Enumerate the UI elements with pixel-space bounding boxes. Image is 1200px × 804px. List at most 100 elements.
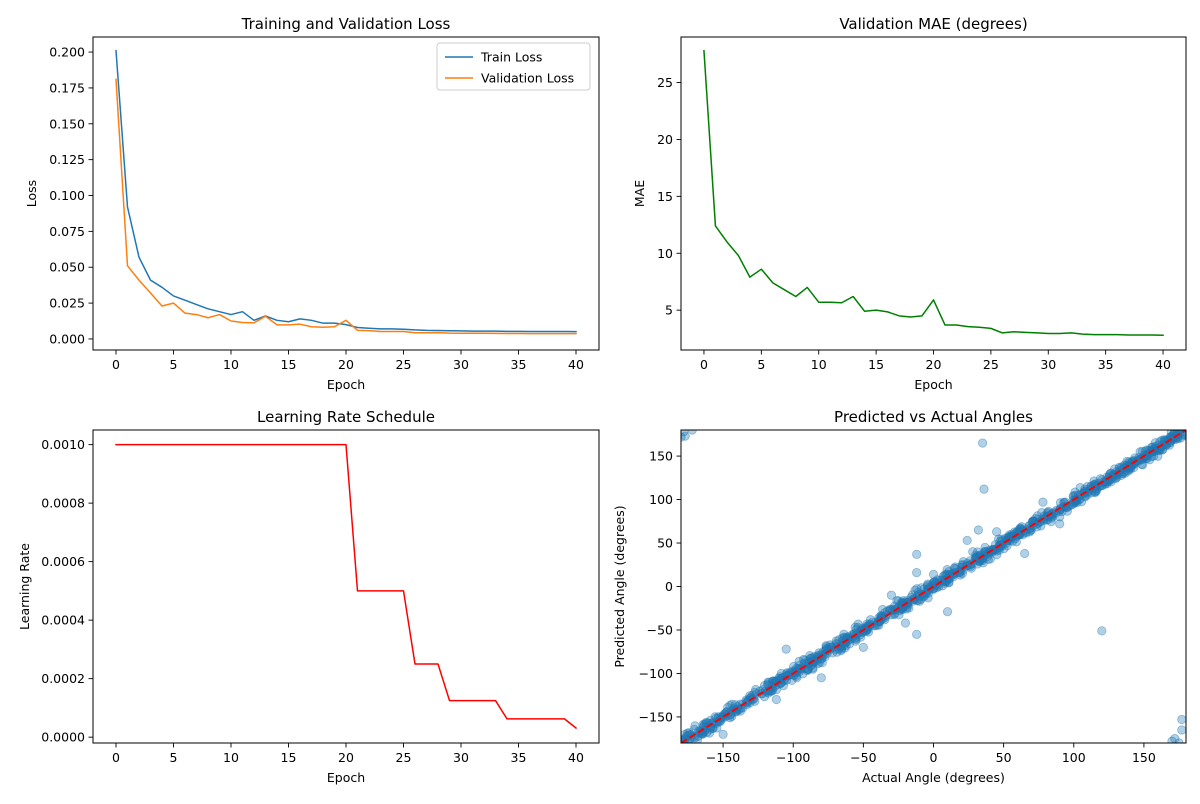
scatter-point bbox=[1135, 447, 1145, 457]
y-tick-label: 0.125 bbox=[49, 152, 85, 167]
scatter-point bbox=[794, 656, 804, 667]
scatter-point-outlier bbox=[1177, 714, 1186, 725]
scatter-point-outlier bbox=[1020, 548, 1030, 559]
y-tick-label: 0.025 bbox=[49, 296, 85, 311]
scatter-point bbox=[839, 629, 849, 639]
y-tick-label: 0.075 bbox=[49, 224, 85, 239]
scatter-point bbox=[727, 699, 737, 709]
scatter-point bbox=[1090, 487, 1101, 497]
chart-lr: 0 5 10 15 20 25 30 35 40 0.0000 0.0002 0.0004 0.0006… bbox=[17, 408, 600, 785]
scatter-point bbox=[1037, 508, 1047, 518]
scatter-point bbox=[776, 677, 786, 687]
scatter-point bbox=[1125, 464, 1135, 475]
scatter-point-outlier bbox=[900, 618, 911, 628]
scatter-point-outlier bbox=[781, 644, 791, 654]
scatter-point bbox=[821, 641, 831, 651]
y-tick-label: 15 bbox=[657, 189, 673, 204]
scatter-point bbox=[800, 655, 810, 665]
axes-frame bbox=[680, 36, 1187, 351]
scatter-point-outlier bbox=[992, 527, 1002, 537]
x-tick-label: 10 bbox=[223, 357, 239, 372]
scatter-point bbox=[712, 723, 722, 733]
scatter-point bbox=[1089, 476, 1099, 486]
scatter-point bbox=[805, 650, 815, 661]
legend: Train Loss Validation Loss bbox=[436, 42, 591, 91]
scatter-point bbox=[817, 658, 827, 668]
plot-area bbox=[703, 49, 1164, 336]
y-tick-label: −150 bbox=[639, 709, 673, 724]
scatter-point-outlier bbox=[1038, 497, 1048, 507]
scatter-point bbox=[851, 636, 861, 646]
scatter-point bbox=[690, 721, 700, 731]
scatter-point bbox=[808, 664, 818, 674]
scatter-point bbox=[1015, 523, 1025, 533]
plot-area bbox=[678, 430, 1186, 753]
x-tick-label: 15 bbox=[281, 357, 297, 372]
scatter-point-outlier bbox=[816, 673, 826, 683]
scatter-point-outlier bbox=[681, 432, 686, 442]
scatter-point bbox=[958, 562, 968, 572]
y-tick-label: 0.0002 bbox=[41, 671, 85, 686]
y-tick-label: 0.000 bbox=[49, 331, 85, 346]
scatter-point-outlier bbox=[942, 607, 953, 617]
scatter-point bbox=[678, 744, 686, 752]
y-tick-label: −50 bbox=[647, 622, 673, 637]
scatter-point bbox=[1171, 430, 1182, 439]
scatter-point bbox=[837, 636, 848, 647]
scatter-points bbox=[678, 430, 1186, 753]
x-tick-label: 5 bbox=[757, 357, 765, 372]
scatter-point bbox=[1138, 460, 1148, 470]
scatter-point bbox=[1076, 497, 1087, 507]
x-tick-label: 20 bbox=[338, 750, 354, 765]
x-tick-label: 15 bbox=[868, 357, 884, 372]
x-axis-label: Epoch bbox=[914, 377, 952, 392]
scatter-point-outlier bbox=[962, 535, 972, 546]
scatter-point bbox=[856, 625, 866, 635]
scatter-point bbox=[916, 583, 927, 593]
scatter-point bbox=[792, 673, 802, 683]
x-tick-label: 0 bbox=[112, 357, 120, 372]
x-tick-label: 0 bbox=[700, 357, 708, 372]
scatter-point bbox=[1011, 537, 1021, 547]
scatter-point bbox=[1150, 438, 1161, 448]
scatter-point bbox=[1157, 445, 1168, 455]
x-tick-label: 25 bbox=[983, 357, 999, 372]
x-tick-label: 40 bbox=[568, 750, 584, 765]
scatter-point bbox=[771, 684, 782, 695]
scatter-point bbox=[759, 680, 770, 691]
scatter-point bbox=[851, 624, 862, 634]
scatter-point bbox=[1153, 451, 1163, 461]
chart-title: Validation MAE (degrees) bbox=[839, 15, 1027, 33]
x-tick-label: 40 bbox=[568, 357, 584, 372]
x-tick-label: 35 bbox=[511, 357, 527, 372]
series-line-0 bbox=[115, 443, 578, 730]
x-tick-label: 0 bbox=[112, 750, 120, 765]
scatter-point-outlier bbox=[1097, 626, 1107, 636]
scatter-point bbox=[996, 534, 1006, 544]
scatter-point bbox=[1087, 488, 1097, 498]
y-tick-label: 100 bbox=[649, 492, 673, 507]
scatter-point bbox=[679, 745, 687, 753]
scatter-point bbox=[1166, 430, 1176, 437]
x-tick-label: 20 bbox=[926, 357, 942, 372]
scatter-point bbox=[855, 632, 866, 642]
scatter-point bbox=[1055, 512, 1065, 522]
scatter-point bbox=[1137, 446, 1147, 456]
scatter-point-outlier bbox=[771, 694, 781, 705]
scatter-point-outlier bbox=[973, 525, 983, 535]
scatter-point-outlier bbox=[886, 590, 897, 600]
scatter-point bbox=[944, 578, 954, 588]
scatter-point bbox=[1137, 459, 1147, 469]
scatter-point-outlier bbox=[977, 438, 988, 448]
y-tick-label: 0.175 bbox=[49, 80, 85, 95]
y-tick-label: 5 bbox=[665, 303, 673, 318]
scatter-point bbox=[821, 642, 832, 652]
scatter-point bbox=[787, 675, 797, 686]
scatter-point bbox=[681, 729, 690, 740]
scatter-point bbox=[980, 542, 990, 553]
scatter-point bbox=[751, 684, 761, 695]
y-tick-label: 50 bbox=[657, 536, 673, 551]
y-tick-label: 0.0008 bbox=[41, 496, 85, 511]
x-axis-label: Epoch bbox=[327, 770, 365, 785]
